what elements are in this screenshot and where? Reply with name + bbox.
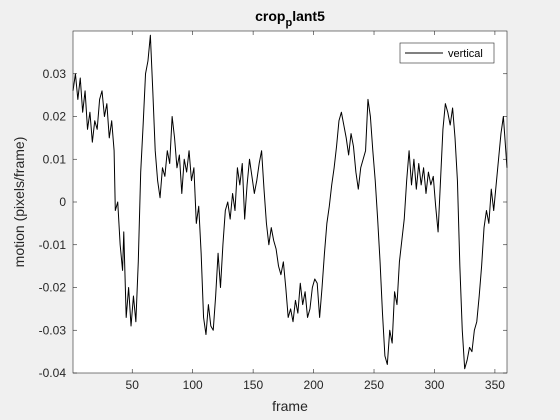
x-tick-label: 200 [304, 378, 324, 392]
series-line-vertical [72, 34, 508, 370]
y-tick-label: 0.03 [43, 67, 67, 81]
y-tick-label: -0.01 [39, 238, 67, 252]
x-axis-ticks: 50 100 150 200 250 300 350 [126, 31, 505, 392]
chart-title: cropplant5 [255, 8, 325, 29]
x-tick-label: 300 [424, 378, 444, 392]
title-subscript: p [285, 17, 292, 29]
plot-area [73, 31, 507, 373]
y-tick-label: 0.02 [43, 110, 67, 124]
series-layer [72, 34, 508, 370]
y-tick-label: -0.03 [39, 323, 67, 337]
x-tick-label: 250 [364, 378, 384, 392]
y-axis-ticks: -0.04 -0.03 -0.02 -0.01 0 0.01 0.02 0.03 [39, 67, 507, 380]
x-tick-label: 50 [126, 378, 140, 392]
x-tick-label: 100 [183, 378, 203, 392]
legend-label-vertical: vertical [448, 48, 483, 60]
y-axis-label: motion (pixels/frame) [11, 137, 27, 268]
x-tick-label: 150 [243, 378, 263, 392]
plot-frame [72, 30, 508, 374]
y-tick-label: 0 [59, 195, 66, 209]
legend: vertical [399, 42, 495, 64]
title-main: crop [255, 8, 285, 24]
y-tick-label: 0.01 [43, 152, 67, 166]
y-tick-label: -0.04 [39, 366, 67, 380]
legend-box [399, 42, 495, 64]
x-axis-label: frame [272, 398, 308, 414]
title-rest: lant5 [292, 8, 325, 24]
y-tick-label: -0.02 [39, 281, 67, 295]
x-tick-label: 350 [485, 378, 505, 392]
